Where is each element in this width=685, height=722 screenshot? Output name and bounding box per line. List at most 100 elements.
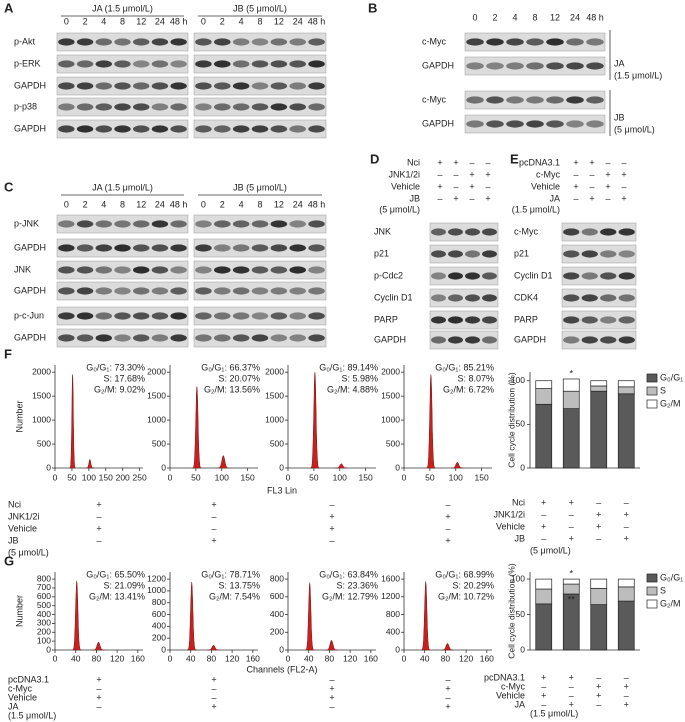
significance-mark: * [569,568,573,578]
x-tick-label: 0 [168,653,173,663]
y-tick-label: 800 [152,597,166,607]
blot-strip [429,244,499,264]
lane-label: 12 [550,12,560,22]
histogram-peak [187,581,197,651]
stat-text: G₂/M: 4.88% [327,384,378,394]
blot-band [76,103,94,111]
x-tick-label: 120 [459,653,473,663]
blot-band [466,96,484,104]
blot-band [95,334,113,342]
blot-band [132,312,150,320]
row-label: p-ERK [14,58,41,68]
blot-band [251,220,269,228]
blot-band [95,266,113,274]
bar-treatment-name: JNK1/2i [493,509,525,519]
x-tick-label: 80 [441,653,451,663]
legend-swatch [646,573,658,583]
blot-band [170,60,187,68]
y-tick-label: 200 [152,632,166,642]
blot-band [151,103,169,111]
treatment-name: Nci [8,499,21,509]
bar-treatment-name: Vehicle [496,521,525,531]
blot-strip [193,306,327,326]
blot-band [232,244,250,252]
y-axis-label: Cell cycle distribution (%) [506,372,516,468]
treatment-sign: + [621,169,626,179]
lane-label: 0 [64,16,69,26]
treatment-name: pcDNA3.1 [519,157,560,167]
treatment-sign: + [453,157,458,167]
x-tick-label: 150 [475,472,489,482]
lane-label: 8 [120,16,125,26]
blot-band [232,220,250,228]
treatment-sign: – [211,523,216,533]
y-tick-label: 800 [386,609,400,619]
blot-band [581,228,598,236]
y-tick-label: 600 [152,609,166,619]
lane-label: 8 [120,199,125,209]
blot-band [251,244,269,252]
treatment-name: JA [549,193,560,203]
blot-band [526,38,544,46]
treatment-sign: – [96,701,101,711]
treatment-sign: – [96,511,101,521]
y-axis-label: Number [14,595,24,627]
blot-band [58,244,75,252]
blot-band [270,334,288,342]
blot-band [289,38,307,46]
treatment-name: Vehicle [8,692,37,702]
blot-band [431,336,446,344]
row-label: GAPDH [14,123,46,133]
blot-band [170,287,187,295]
y-tick-label: 2000 [32,366,51,376]
stat-text: S: 20.07% [218,373,260,383]
blot-band [58,60,75,68]
blot-band [132,287,150,295]
y-tick-label: 800 [270,573,284,583]
x-tick-label: 160 [480,653,494,663]
blot-band [76,60,94,68]
blot-band [232,125,250,133]
bar-treatment-sign: – [624,690,629,700]
lane-label: 24 [155,199,165,209]
blot-strip [56,281,189,301]
treatment-sign: + [437,181,442,191]
blot-band [95,287,113,295]
blot-band [132,266,150,274]
lane-label: 4 [101,16,106,26]
lane-label: 48 h [308,199,326,209]
bar-treatment-sign: – [596,699,601,709]
bar-segment [535,388,553,405]
histogram-peak [69,374,76,469]
bar-treatment-sign: – [541,699,546,709]
lane-label: 48 h [170,199,188,209]
stat-text: S: 20.29% [452,580,494,590]
blot-band [448,294,463,302]
bar-treatment-sign: – [596,672,601,682]
treatment-sign: – [453,181,458,191]
legend-label: S [660,585,666,595]
row-label: JNK [374,226,391,236]
bar-treatment-sign: – [624,521,629,531]
blot-band [465,316,480,324]
stat-text: G₀/G₁: 66.37% [201,362,260,372]
y-tick-label: 0 [279,644,284,654]
treatment-sign: – [445,674,450,684]
histogram-peak [305,582,315,651]
lane-label: 12 [136,199,146,209]
blot-band [546,38,564,46]
blot-band [195,220,212,228]
bar-treatment-sign: + [541,497,546,507]
x-tick-label: 40 [71,653,81,663]
blot-band [170,82,187,90]
row-label: GAPDH [14,285,46,295]
blot-band [195,244,212,252]
y-tick-label: 1000 [265,414,284,424]
histogram-peak [441,643,454,651]
blot-band [232,103,250,111]
blot-band [76,82,94,90]
bracket-label: (5 μmol/L) [614,124,655,134]
blot-band [76,287,94,295]
blot-band [195,82,212,90]
x-tick-label: 120 [110,653,124,663]
